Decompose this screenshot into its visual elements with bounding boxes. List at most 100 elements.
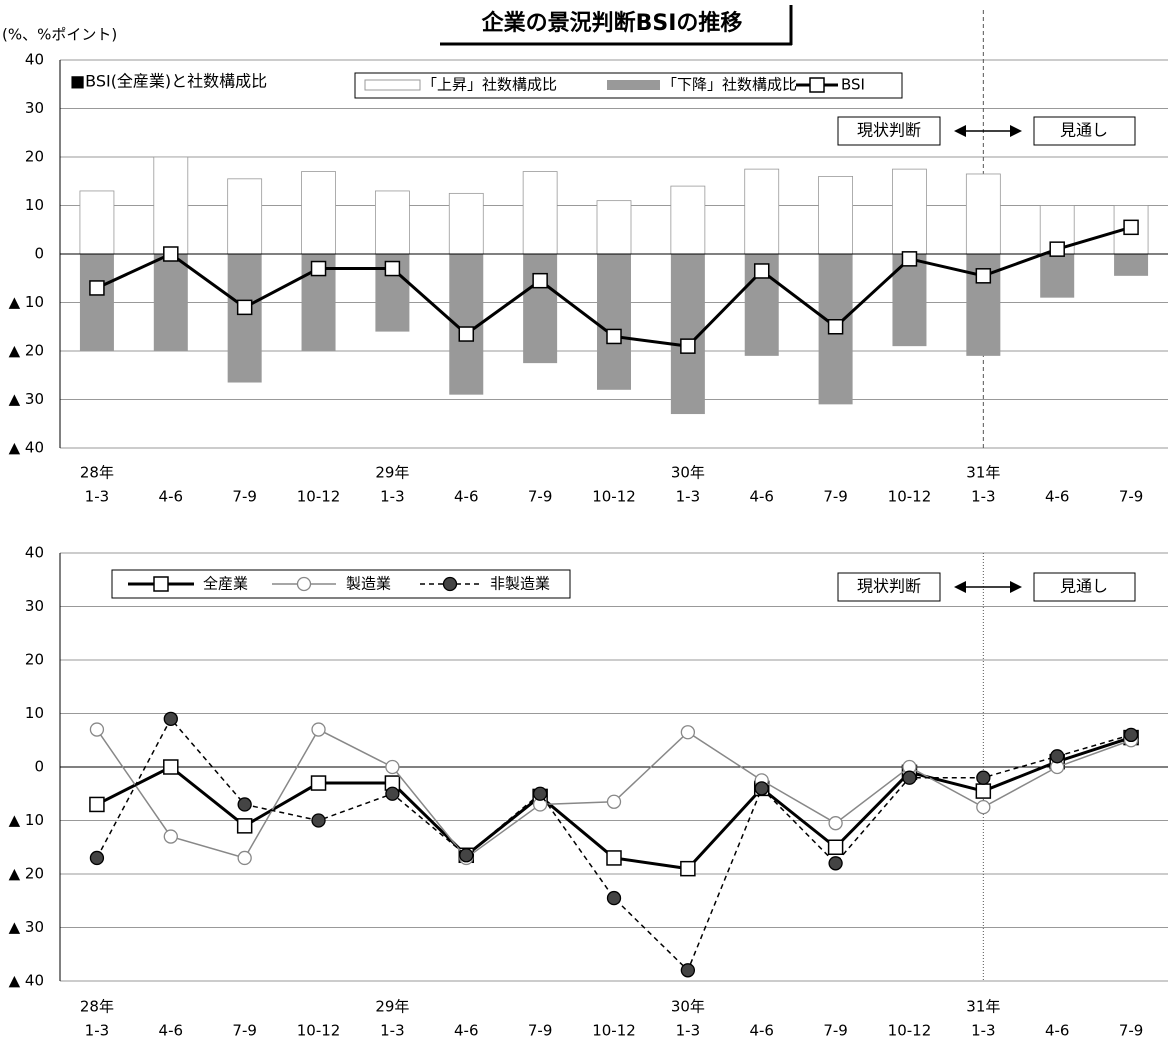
legend-marker [296,576,312,592]
x-tick-label: 10-12 [592,1022,636,1040]
y-tick-label: 0 [34,758,44,776]
annotation-arrowhead [1010,581,1022,593]
point [163,711,178,726]
y-tick-label: ▲ 40 [9,439,44,457]
bar [1040,254,1075,298]
point [828,816,843,831]
point [1049,241,1065,257]
legend-marker [442,576,458,592]
point [310,260,327,277]
x-tick-label: 4-6 [454,1022,479,1040]
x-tick-label: 4-6 [159,1022,184,1040]
point [753,263,770,279]
annotation-box [837,572,941,602]
bar [670,185,706,255]
annotation-box [1033,116,1136,146]
point [89,722,105,737]
bar [301,171,336,255]
point [976,770,991,785]
x-tick-label: 10-12 [888,488,932,506]
y-tick-label: ▲ 30 [9,918,44,936]
chart-title: 企業の景況判断BSIの推移 [481,10,743,36]
legend-marker [809,77,825,93]
x-tick-label: 10-12 [592,488,636,506]
x-tick-label: 1-3 [380,1022,405,1040]
x-year-label: 29年 [375,998,409,1016]
y-tick-label: 20 [25,148,44,166]
x-year-label: 31年 [966,998,1000,1016]
point [311,722,326,737]
annotation-box [1033,572,1136,602]
bar [597,254,631,390]
point [237,850,252,866]
x-tick-label: 10-12 [297,1022,341,1040]
x-tick-label: 1-3 [85,1022,110,1040]
annotation: 見通し [1060,577,1108,596]
annotation-arrowhead [1010,125,1022,137]
bar [227,254,262,383]
point [680,725,696,740]
point [385,759,400,775]
point [1050,749,1065,764]
x-tick-label: 1-3 [676,488,701,506]
annotation: 見通し [1060,121,1108,140]
point [89,280,105,296]
point [606,850,622,866]
x-tick-label: 7-9 [1119,488,1144,506]
point [89,850,105,866]
x-tick-label: 7-9 [1119,1022,1144,1040]
x-tick-label: 4-6 [159,488,184,506]
x-tick-label: 4-6 [749,1022,774,1040]
x-tick-label: 7-9 [528,1022,553,1040]
bar [892,168,927,255]
x-tick-label: 4-6 [454,488,479,506]
y-tick-label: 10 [25,704,44,722]
point [827,839,844,855]
point [680,338,696,354]
legend-label: 製造業 [346,575,391,593]
x-tick-label: 7-9 [232,488,257,506]
point [680,963,696,978]
point [89,796,105,813]
y-tick-label: ▲ 20 [9,342,44,360]
point [680,860,696,877]
annotation-box [837,116,941,146]
bar [523,254,558,364]
bar [1114,254,1149,276]
x-tick-label: 1-3 [85,488,110,506]
x-tick-label: 10-12 [297,488,341,506]
point [828,856,843,871]
legend-swatch [364,79,421,91]
point [1123,219,1139,236]
point [827,319,844,335]
y-tick-label: 10 [25,196,44,214]
point [310,775,327,791]
x-tick-label: 7-9 [823,488,848,506]
x-year-label: 31年 [966,464,1000,482]
y-axis-unit: (%、%ポイント) [2,26,117,44]
x-tick-label: 1-3 [380,488,405,506]
x-tick-label: 7-9 [528,488,553,506]
bar [818,175,853,255]
point [606,890,622,906]
legend-marker [153,576,169,592]
legend-swatch [607,80,660,90]
point [458,326,475,342]
x-tick-label: 1-3 [971,1022,996,1040]
y-tick-label: ▲ 40 [9,972,44,990]
bar [522,171,558,255]
x-tick-label: 7-9 [823,1022,848,1040]
x-tick-label: 4-6 [749,488,774,506]
x-tick-label: 1-3 [971,488,996,506]
point [975,268,992,284]
bar [79,190,115,255]
x-tick-label: 4-6 [1045,1022,1070,1040]
bar [448,192,484,255]
bar [965,173,1001,255]
x-year-label: 30年 [671,998,705,1016]
point [532,786,548,801]
legend-label: BSI [841,76,865,94]
x-tick-label: 4-6 [1045,488,1070,506]
y-tick-label: 30 [25,597,44,615]
